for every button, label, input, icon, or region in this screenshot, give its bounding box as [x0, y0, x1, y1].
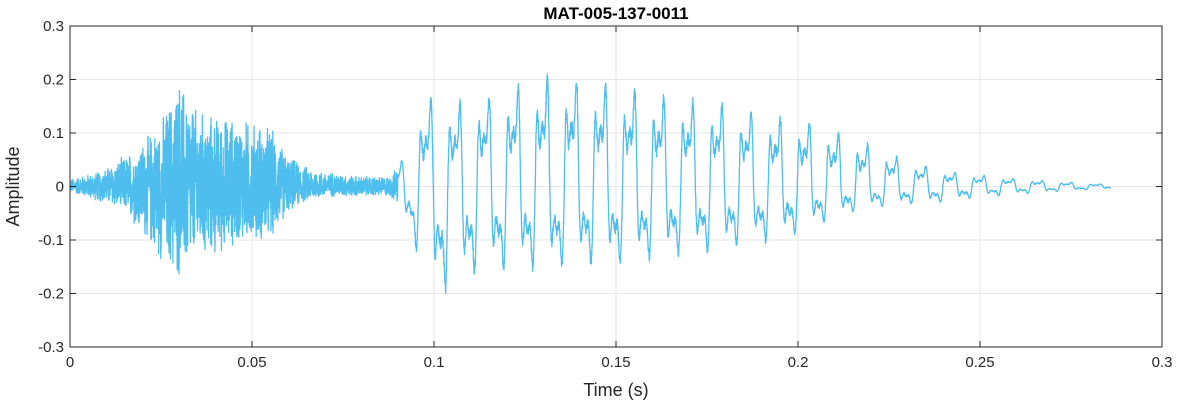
y-tick-label: 0.3: [43, 18, 64, 35]
x-tick-label: 0.2: [788, 354, 809, 371]
chart-title: MAT-005-137-0011: [543, 4, 688, 23]
y-tick-label: -0.3: [38, 339, 64, 356]
x-tick-label: 0.1: [424, 354, 445, 371]
x-tick-label: 0.25: [965, 354, 994, 371]
y-tick-label: -0.1: [38, 232, 64, 249]
x-tick-label: 0.05: [237, 354, 266, 371]
x-tick-label: 0.15: [601, 354, 630, 371]
x-tick-label: 0: [66, 354, 74, 371]
y-tick-label: 0.2: [43, 72, 64, 89]
y-tick-label: -0.2: [38, 286, 64, 303]
tick-labels: 0 0.05 0.1 0.15 0.2 0.25 0.3 -0.3 -0.2 -0.1 0 0.1 0.…: [38, 18, 1172, 371]
y-tick-label: 0: [56, 179, 64, 196]
x-tick-label: 0.3: [1152, 354, 1173, 371]
waveform-line: [69, 73, 1112, 295]
y-tick-label: 0.1: [43, 125, 64, 142]
y-axis-label: Amplitude: [3, 146, 23, 226]
x-axis-label: Time (s): [583, 380, 648, 400]
axis-ticks: [69, 25, 1163, 348]
